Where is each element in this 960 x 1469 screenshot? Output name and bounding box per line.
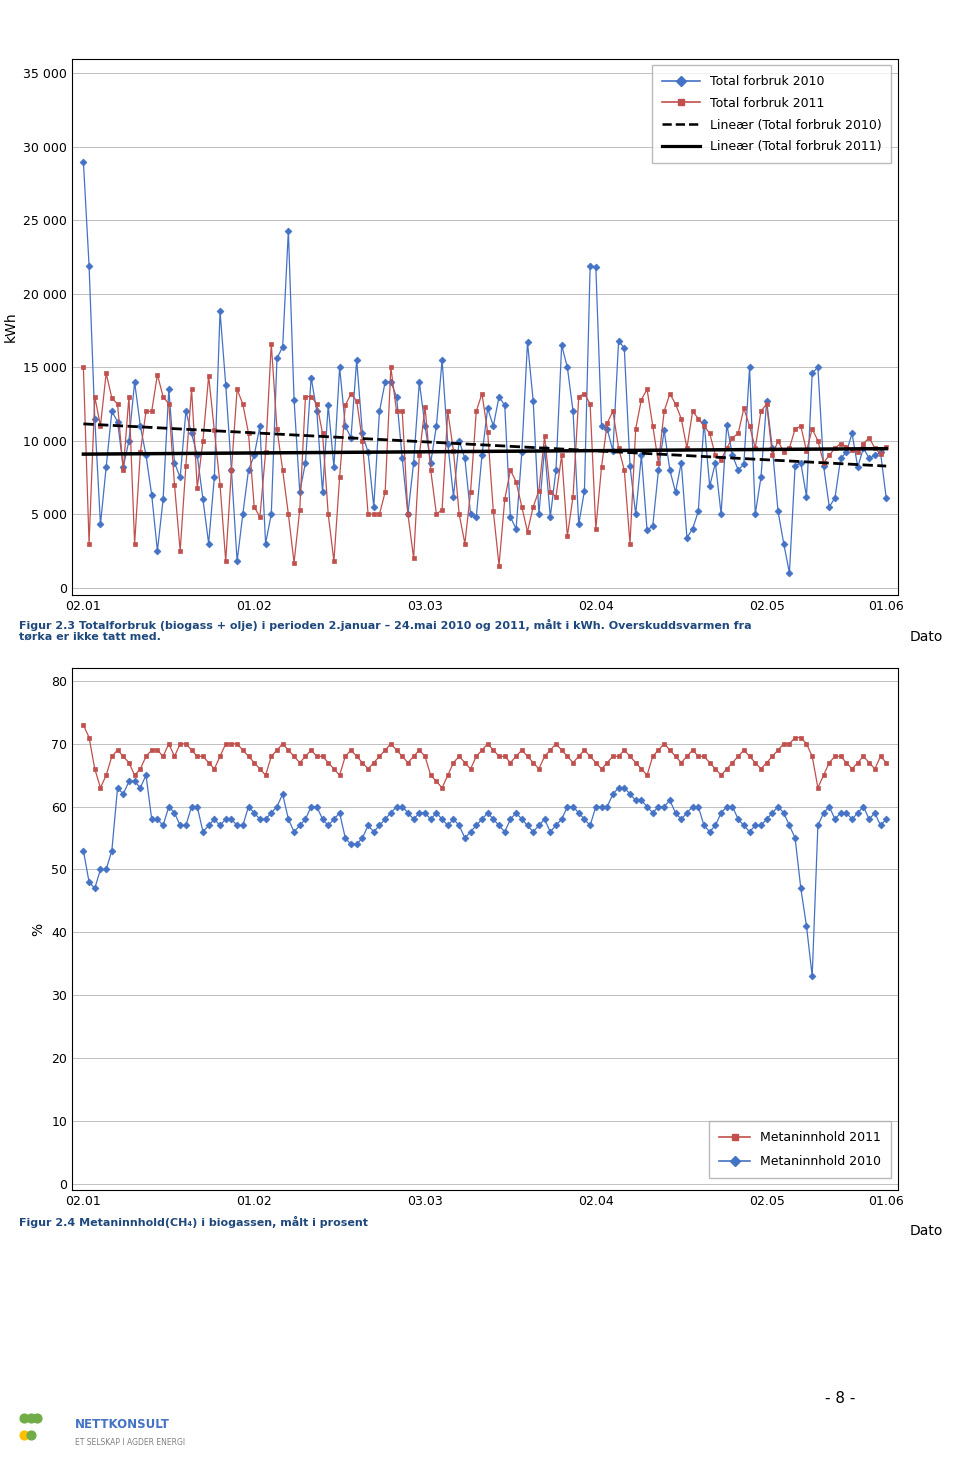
Total forbruk 2010: [499, 397, 511, 414]
Point: [16, 1406, 33, 1429]
Total forbruk 2010: [602, 420, 613, 438]
Metaninnhold 2010: [806, 968, 818, 986]
Total forbruk 2010: [465, 505, 476, 523]
Total forbruk 2010: [585, 257, 596, 275]
Text: Figur 2.3 Totalforbruk (biogass + olje) i perioden 2.januar – 24.mai 2010 og 201: Figur 2.3 Totalforbruk (biogass + olje) …: [19, 618, 752, 642]
Total forbruk 2011: [266, 335, 277, 353]
Line: Metaninnhold 2011: Metaninnhold 2011: [81, 723, 889, 790]
Metaninnhold 2010: [470, 817, 482, 834]
Metaninnhold 2011: [328, 759, 340, 777]
Total forbruk 2010: [783, 564, 795, 582]
Total forbruk 2011: [328, 552, 340, 570]
Total forbruk 2010: [795, 454, 806, 472]
Text: Dato: Dato: [910, 1224, 944, 1238]
Metaninnhold 2010: [78, 842, 89, 859]
Y-axis label: kWh: kWh: [4, 311, 17, 342]
Metaninnhold 2010: [505, 811, 516, 829]
Metaninnhold 2010: [590, 798, 602, 815]
Point: [16, 1423, 33, 1447]
Point: [30, 1406, 45, 1429]
Total forbruk 2011: [880, 438, 892, 455]
Text: ET SELSKAP I AGDER ENERGI: ET SELSKAP I AGDER ENERGI: [75, 1438, 185, 1447]
Total forbruk 2011: [470, 403, 482, 420]
Metaninnhold 2010: [328, 811, 340, 829]
Total forbruk 2011: [801, 442, 812, 460]
Metaninnhold 2011: [505, 754, 516, 771]
Metaninnhold 2011: [880, 754, 892, 771]
Metaninnhold 2010: [607, 786, 618, 804]
Line: Total forbruk 2010: Total forbruk 2010: [81, 159, 889, 576]
Total forbruk 2010: [880, 489, 892, 507]
Line: Total forbruk 2011: Total forbruk 2011: [81, 341, 889, 569]
Total forbruk 2011: [596, 458, 608, 476]
Legend: Metaninnhold 2011, Metaninnhold 2010: Metaninnhold 2011, Metaninnhold 2010: [709, 1121, 891, 1178]
Metaninnhold 2011: [78, 715, 89, 733]
Metaninnhold 2010: [880, 811, 892, 829]
Metaninnhold 2010: [795, 880, 806, 898]
Y-axis label: %: %: [32, 923, 45, 936]
Metaninnhold 2010: [140, 767, 152, 784]
Total forbruk 2011: [612, 439, 624, 457]
Total forbruk 2010: [78, 153, 89, 170]
Metaninnhold 2011: [470, 748, 482, 765]
Total forbruk 2011: [493, 557, 505, 574]
Text: - 8 -: - 8 -: [825, 1391, 855, 1406]
Line: Metaninnhold 2010: Metaninnhold 2010: [81, 773, 889, 978]
Metaninnhold 2011: [95, 779, 107, 796]
Point: [23, 1406, 38, 1429]
Total forbruk 2011: [78, 358, 89, 376]
Text: Dato: Dato: [910, 630, 944, 643]
Total forbruk 2010: [323, 397, 334, 414]
Metaninnhold 2011: [795, 729, 806, 746]
Total forbruk 2011: [511, 473, 522, 491]
Metaninnhold 2011: [590, 754, 602, 771]
Text: Figur 2.4 Metaninnhold(CH₄) i biogassen, målt i prosent: Figur 2.4 Metaninnhold(CH₄) i biogassen,…: [19, 1216, 369, 1228]
Metaninnhold 2011: [607, 748, 618, 765]
Legend: Total forbruk 2010, Total forbruk 2011, Lineær (Total forbruk 2010), Lineær (Tot: Total forbruk 2010, Total forbruk 2011, …: [652, 65, 891, 163]
Point: [23, 1423, 38, 1447]
Text: NETTKONSULT: NETTKONSULT: [75, 1419, 170, 1431]
